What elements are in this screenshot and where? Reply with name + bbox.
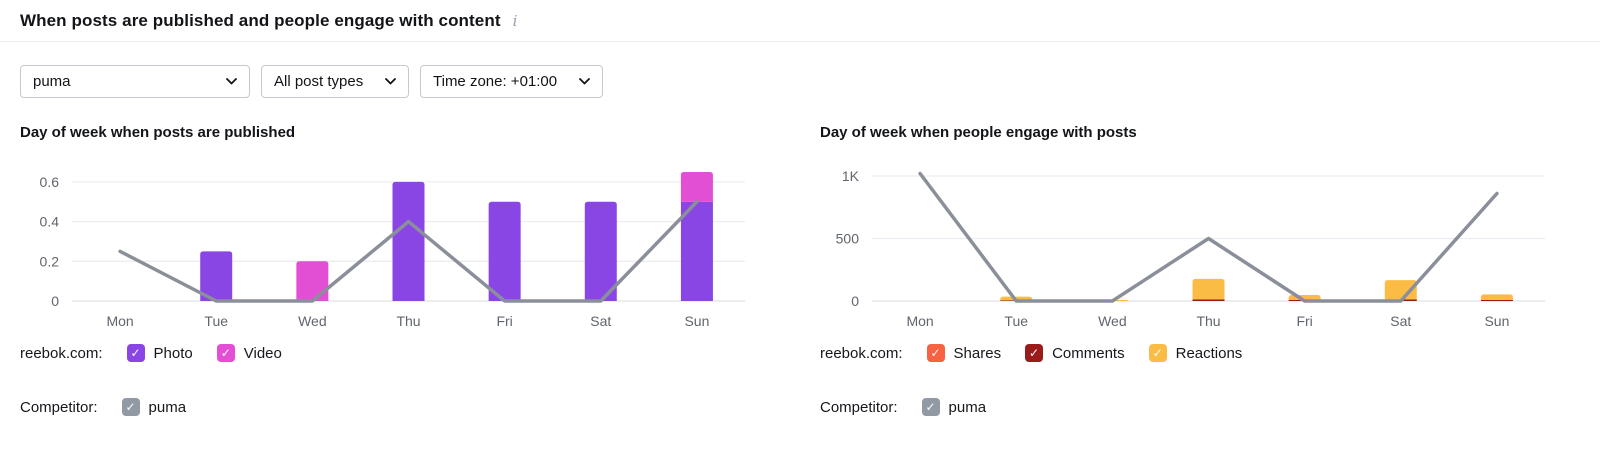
bar-segment-photo (680, 201, 713, 301)
x-tick-label: Tue (1004, 313, 1028, 329)
chevron-down-icon (226, 78, 237, 85)
bar-segment-reactions (1192, 278, 1225, 300)
competitor-line (118, 199, 699, 303)
x-tick-label: Fri (496, 313, 512, 329)
filter-bar: puma All post types Time zone: +01:00 (0, 42, 1600, 98)
y-tick-label: 0.2 (40, 253, 60, 269)
legend-item-competitor-puma[interactable]: ✓ puma (921, 398, 987, 416)
bar-segment-comments (1192, 299, 1225, 301)
y-tick-label: 0.4 (40, 214, 60, 230)
legend-item-comments[interactable]: ✓ Comments (1025, 344, 1125, 362)
engagement-chart: 0 500 1K Mon Tue Wed Thu Fri Sat Sun (836, 168, 1545, 329)
x-tick-label: Thu (396, 313, 420, 329)
competitor-name: puma (948, 398, 987, 416)
profile-dropdown-value: puma (33, 73, 71, 90)
engagement-panel: Day of week when people engage with post… (820, 124, 1580, 416)
competitor-row-published: Competitor: ✓ puma (20, 398, 780, 416)
post-type-dropdown-value: All post types (274, 73, 364, 90)
published-panel: Day of week when posts are published 0 0.… (20, 124, 780, 416)
x-tick-label: Tue (204, 313, 228, 329)
legend-row-engagement: reebok.com: ✓ Shares ✓ Comments ✓ Reactions (820, 344, 1580, 362)
legend-owner-label: reebok.com: (20, 344, 103, 362)
legend-item-label: Photo (153, 344, 193, 362)
competitor-label: Competitor: (820, 398, 898, 416)
bar-segment-photo (584, 201, 617, 301)
checkbox-checked-icon: ✓ (1148, 344, 1167, 362)
section-header: When posts are published and people enga… (0, 0, 1600, 41)
x-tick-label: Sat (590, 313, 611, 329)
bar-segment-comments (1480, 300, 1513, 301)
competitor-line (918, 171, 1499, 303)
legend-item-photo[interactable]: ✓ Photo (126, 344, 193, 362)
legend-item-reactions[interactable]: ✓ Reactions (1148, 344, 1243, 362)
checkbox-checked-icon: ✓ (1025, 344, 1044, 362)
chevron-down-icon (579, 78, 590, 85)
bar-segment-photo (392, 181, 425, 301)
x-tick-label: Thu (1196, 313, 1220, 329)
x-tick-label: Fri (1296, 313, 1312, 329)
legend-item-shares[interactable]: ✓ Shares (926, 344, 1002, 362)
competitor-name: puma (148, 398, 187, 416)
y-tick-label: 0.6 (40, 174, 60, 190)
chart-title-published: Day of week when posts are published (20, 124, 296, 141)
bar-segment-video (680, 171, 713, 202)
profile-dropdown[interactable]: puma (20, 65, 250, 98)
y-tick-label: 0 (851, 293, 859, 309)
bar-segment-photo (488, 201, 521, 301)
published-chart: 0 0.2 0.4 0.6 Mon Tue Wed Thu Fri Sat Sun (40, 171, 745, 329)
legend-item-video[interactable]: ✓ Video (216, 344, 282, 362)
x-tick-label: Wed (298, 313, 327, 329)
chevron-down-icon (385, 78, 396, 85)
y-tick-label: 0 (51, 293, 59, 309)
bar-segment-photo (200, 251, 233, 301)
timezone-dropdown-value: Time zone: +01:00 (433, 73, 558, 90)
legend-item-label: Video (243, 344, 282, 362)
x-tick-label: Mon (906, 313, 933, 329)
legend-item-competitor-puma[interactable]: ✓ puma (121, 398, 187, 416)
x-tick-label: Mon (106, 313, 133, 329)
x-tick-label: Sun (1484, 313, 1509, 329)
timezone-dropdown[interactable]: Time zone: +01:00 (420, 65, 603, 98)
legend-owner-label: reebok.com: (820, 344, 903, 362)
chart-title-engagement: Day of week when people engage with post… (820, 124, 1137, 141)
competitor-row-engagement: Competitor: ✓ puma (820, 398, 1580, 416)
checkbox-checked-icon: ✓ (921, 398, 940, 416)
x-tick-label: Sat (1390, 313, 1411, 329)
charts-row: Day of week when posts are published 0 0.… (0, 98, 1600, 416)
legend-item-label: Shares (953, 344, 1002, 362)
legend-item-label: Comments (1052, 344, 1125, 362)
legend-row-published: reebok.com: ✓ Photo ✓ Video (20, 344, 780, 362)
checkbox-checked-icon: ✓ (126, 344, 145, 362)
bar-segment-reactions (1480, 294, 1513, 300)
post-type-dropdown[interactable]: All post types (261, 65, 409, 98)
y-tick-label: 500 (836, 231, 860, 247)
competitor-label: Competitor: (20, 398, 98, 416)
x-tick-label: Sun (684, 313, 709, 329)
checkbox-checked-icon: ✓ (926, 344, 945, 362)
page-title: When posts are published and people enga… (20, 11, 501, 30)
legend-item-label: Reactions (1175, 344, 1243, 362)
checkbox-checked-icon: ✓ (216, 344, 235, 362)
header-divider (0, 41, 1600, 42)
bar-segment-video (296, 261, 329, 301)
info-icon[interactable]: i (512, 11, 518, 30)
x-tick-label: Wed (1098, 313, 1127, 329)
y-tick-label: 1K (842, 168, 860, 184)
checkbox-checked-icon: ✓ (121, 398, 140, 416)
